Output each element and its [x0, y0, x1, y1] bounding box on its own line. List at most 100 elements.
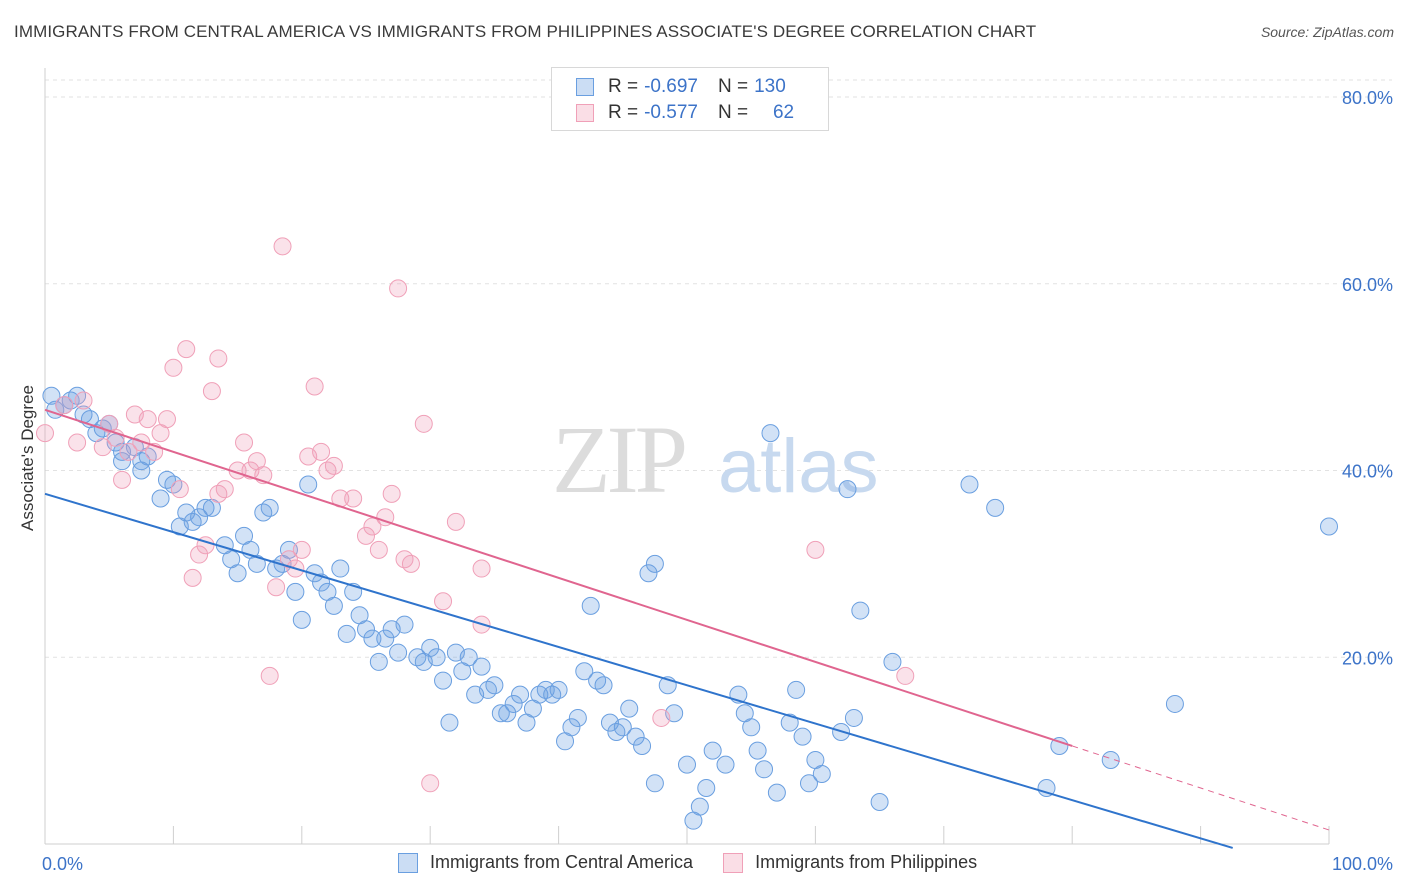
- philippines-point: [267, 578, 286, 597]
- legend-label: Immigrants from Central America: [430, 852, 694, 872]
- philippines-point: [235, 433, 254, 452]
- legend-label: Immigrants from Philippines: [755, 852, 978, 872]
- central-america-point: [620, 699, 639, 718]
- legend-n-label: N =: [717, 76, 749, 97]
- central-america-point: [183, 512, 202, 531]
- legend-n-label: N =: [717, 102, 749, 123]
- philippines-point: [446, 512, 465, 531]
- philippines-point: [421, 774, 440, 793]
- watermark-atlas: atlas: [718, 424, 879, 509]
- central-america-point: [299, 475, 318, 494]
- central-america-point: [331, 559, 350, 578]
- central-america-point: [594, 676, 613, 695]
- central-america-point: [568, 708, 587, 727]
- central-america-point: [613, 718, 632, 737]
- philippines-point: [318, 461, 337, 480]
- philippines-point: [119, 442, 138, 461]
- philippines-point: [279, 550, 298, 569]
- central-america-point: [851, 601, 870, 620]
- philippines-point: [414, 414, 433, 433]
- central-america-point: [562, 718, 581, 737]
- philippines-point: [363, 517, 382, 536]
- central-america-point: [478, 680, 497, 699]
- y-tick-label: 80.0%: [1342, 88, 1393, 108]
- central-america-point: [164, 475, 183, 494]
- legend-r-value: -0.697: [644, 76, 698, 97]
- y-tick-label: 60.0%: [1342, 275, 1393, 295]
- legend-row-philippines: R = -0.577 N = 62: [576, 100, 794, 126]
- central-america-point: [549, 680, 568, 699]
- central-america-point: [645, 774, 664, 793]
- central-america-point: [151, 489, 170, 508]
- central-america-point: [260, 498, 279, 517]
- philippines-point: [896, 666, 915, 685]
- philippines-point: [344, 489, 363, 508]
- source-label: Source: ZipAtlas.com: [1260, 24, 1394, 40]
- central-america-point: [369, 652, 388, 671]
- central-america-point: [228, 564, 247, 583]
- philippines-point: [138, 410, 157, 429]
- central-america-point: [748, 741, 767, 760]
- legend-n-value: 130: [754, 76, 786, 97]
- legend-r-label: R =: [608, 102, 639, 123]
- central-america-point: [1050, 736, 1069, 755]
- central-america-point: [357, 620, 375, 639]
- central-america-point: [376, 629, 395, 648]
- central-america-point: [421, 638, 440, 657]
- y-tick-label: 40.0%: [1342, 462, 1393, 482]
- philippines-point: [806, 540, 825, 559]
- central-america-point: [157, 470, 176, 489]
- x-tick-label: 100.0%: [1332, 854, 1393, 874]
- central-america-point: [986, 498, 1005, 517]
- central-america-point: [626, 727, 645, 746]
- y-axis-label: Associate's Degree: [18, 385, 37, 531]
- legend-swatch-pink: [723, 852, 744, 873]
- central-america-point: [787, 680, 806, 699]
- philippines-point: [55, 396, 74, 415]
- central-america-point: [536, 680, 555, 699]
- central-america-point: [395, 615, 414, 634]
- philippines-point: [389, 279, 408, 298]
- philippines-point: [369, 540, 388, 559]
- central-america-point: [459, 648, 478, 667]
- philippines-point: [215, 480, 234, 499]
- central-america-point: [498, 704, 517, 723]
- central-america-point: [254, 503, 273, 522]
- philippines-point: [183, 568, 202, 587]
- central-america-point: [491, 704, 510, 723]
- trend-lines: [44, 408, 1330, 849]
- axes: [44, 68, 1330, 845]
- philippines-point: [260, 666, 279, 685]
- philippines-point: [382, 484, 401, 503]
- central-america-point: [761, 424, 780, 443]
- legend-item-central-america: Immigrants from Central America: [398, 852, 693, 873]
- philippines-point: [273, 237, 292, 256]
- central-america-point: [1101, 750, 1120, 769]
- central-america-point: [337, 624, 356, 643]
- trend-line-philippines-extension: [1072, 745, 1330, 831]
- philippines-point: [472, 559, 491, 578]
- central-america-point: [511, 685, 530, 704]
- central-america-point: [639, 564, 658, 583]
- central-america-point: [1165, 694, 1184, 713]
- philippines-point: [376, 508, 395, 527]
- central-america-point: [389, 643, 408, 662]
- central-america-point: [575, 662, 594, 681]
- central-america-point: [883, 652, 902, 671]
- central-america-point: [678, 755, 696, 774]
- legend-swatch-pink: [576, 104, 594, 122]
- central-america-point: [1320, 517, 1338, 536]
- central-america-point: [61, 391, 80, 410]
- central-america-point: [472, 657, 491, 676]
- central-america-point: [132, 452, 151, 471]
- central-america-point: [504, 694, 523, 713]
- philippines-point: [74, 391, 93, 410]
- series-central-america-points: [42, 386, 1338, 830]
- central-america-point: [838, 480, 857, 499]
- philippines-point: [401, 554, 420, 573]
- legend-swatch-blue: [398, 852, 418, 873]
- central-america-point: [844, 708, 863, 727]
- central-america-point: [485, 676, 504, 695]
- central-america-point: [588, 671, 607, 690]
- central-america-point: [633, 736, 652, 755]
